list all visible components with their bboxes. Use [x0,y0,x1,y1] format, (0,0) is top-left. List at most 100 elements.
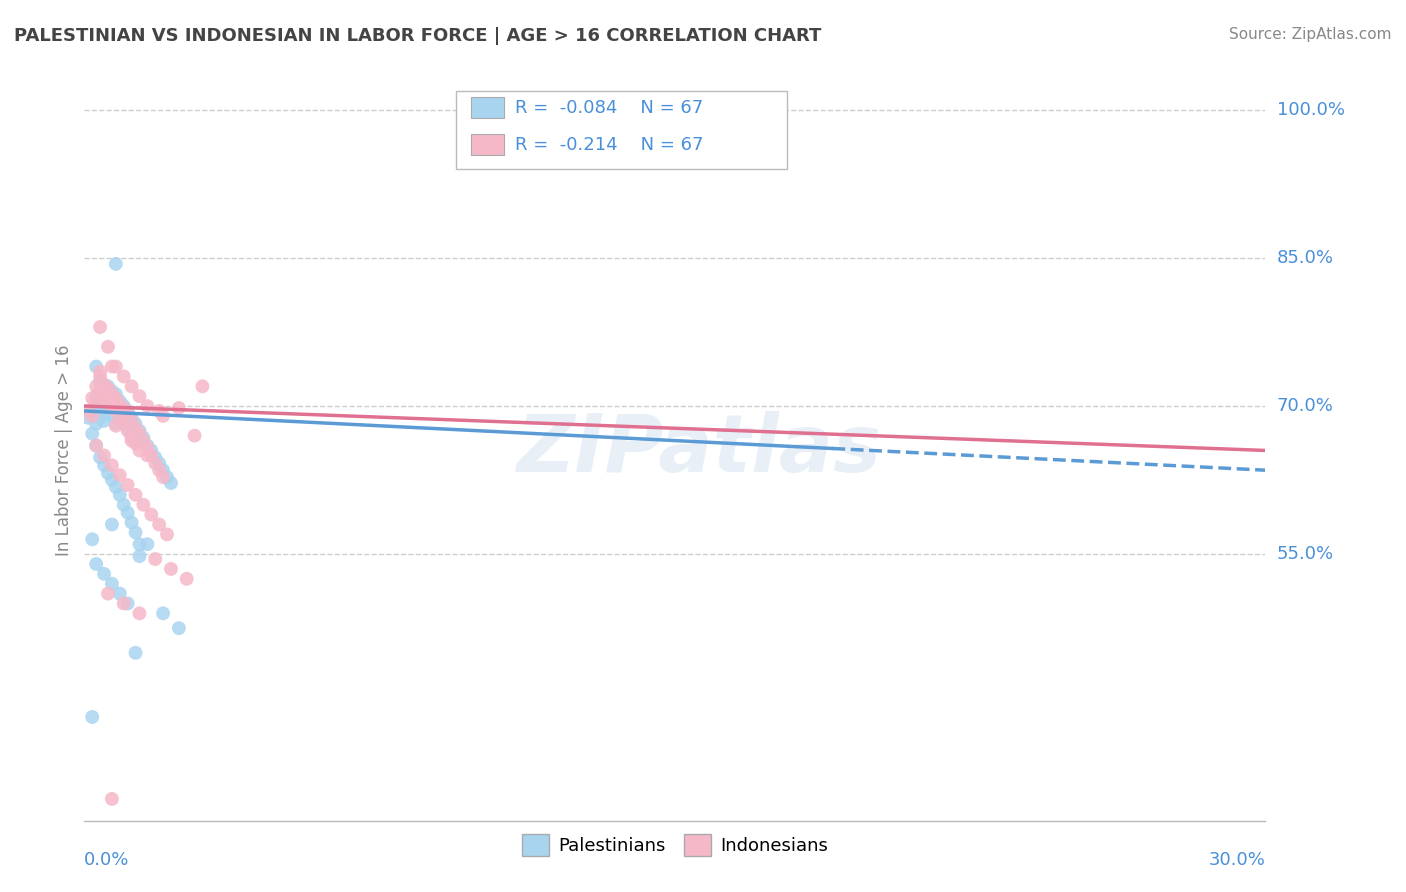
Point [84,401,107,415]
Point [101,359,124,374]
Point [121,428,143,442]
Point [124,525,146,540]
Point [112,597,135,611]
Point [77,410,100,425]
Point [104,418,127,433]
Point [82,404,104,418]
Point [112,369,135,384]
Point [89,364,111,378]
Point [128,549,150,563]
Point [156,470,179,484]
Point [104,257,127,271]
Point [97,404,120,418]
FancyBboxPatch shape [457,91,787,169]
Text: ZIPatlas: ZIPatlas [516,411,882,490]
Point [101,458,124,473]
Point [191,379,214,393]
Point [117,421,139,435]
Point [84,438,107,452]
Point [89,369,111,384]
Point [101,387,124,401]
Point [82,409,104,423]
Point [124,646,146,660]
Point [128,537,150,551]
Point [160,476,183,491]
Point [89,375,111,389]
Point [104,401,127,415]
Point [82,533,104,547]
Point [152,409,174,423]
Point [128,389,150,403]
Point [117,506,139,520]
Point [108,397,131,411]
Point [128,424,150,438]
Point [152,463,174,477]
Point [148,456,170,470]
Point [101,401,124,415]
Point [84,389,107,403]
Point [84,438,107,452]
Text: 70.0%: 70.0% [1277,397,1333,415]
Point [121,410,143,425]
Point [148,404,170,418]
Point [117,597,139,611]
Point [136,399,159,413]
Point [124,417,146,431]
Point [136,449,159,463]
Point [132,434,155,448]
Point [108,394,131,409]
Point [93,414,115,428]
Point [124,434,146,448]
Legend: Palestinians, Indonesians: Palestinians, Indonesians [515,827,835,863]
Text: 55.0%: 55.0% [1277,545,1334,563]
Point [141,449,163,463]
Point [93,566,115,581]
Point [97,394,120,409]
Bar [471,135,503,155]
Point [156,527,179,541]
Point [104,391,127,405]
Point [132,431,155,445]
Point [97,381,120,395]
Point [97,466,120,480]
Point [84,394,107,409]
Point [112,399,135,413]
Text: R =  -0.084    N = 67: R = -0.084 N = 67 [516,99,703,117]
Point [82,391,104,405]
Point [93,377,115,392]
Point [89,384,111,399]
Point [104,387,127,401]
Point [101,576,124,591]
Point [89,320,111,334]
Point [89,410,111,425]
Point [97,379,120,393]
Point [143,450,166,465]
Point [141,508,163,522]
Point [124,436,146,450]
Point [108,468,131,483]
Point [89,450,111,465]
Point [121,379,143,393]
Point [108,410,131,425]
Point [104,417,127,431]
Point [117,424,139,438]
Point [101,384,124,399]
Point [104,404,127,418]
Point [183,428,205,442]
Text: PALESTINIAN VS INDONESIAN IN LABOR FORCE | AGE > 16 CORRELATION CHART: PALESTINIAN VS INDONESIAN IN LABOR FORCE… [14,27,821,45]
Point [128,426,150,441]
Point [128,443,150,458]
Point [108,586,131,600]
Point [136,441,159,455]
Point [136,537,159,551]
Point [77,404,100,418]
Point [101,792,124,806]
Point [101,517,124,532]
Point [143,552,166,566]
Point [148,517,170,532]
Text: Source: ZipAtlas.com: Source: ZipAtlas.com [1229,27,1392,42]
Point [121,414,143,428]
Point [104,480,127,494]
Point [117,478,139,492]
Point [93,449,115,463]
